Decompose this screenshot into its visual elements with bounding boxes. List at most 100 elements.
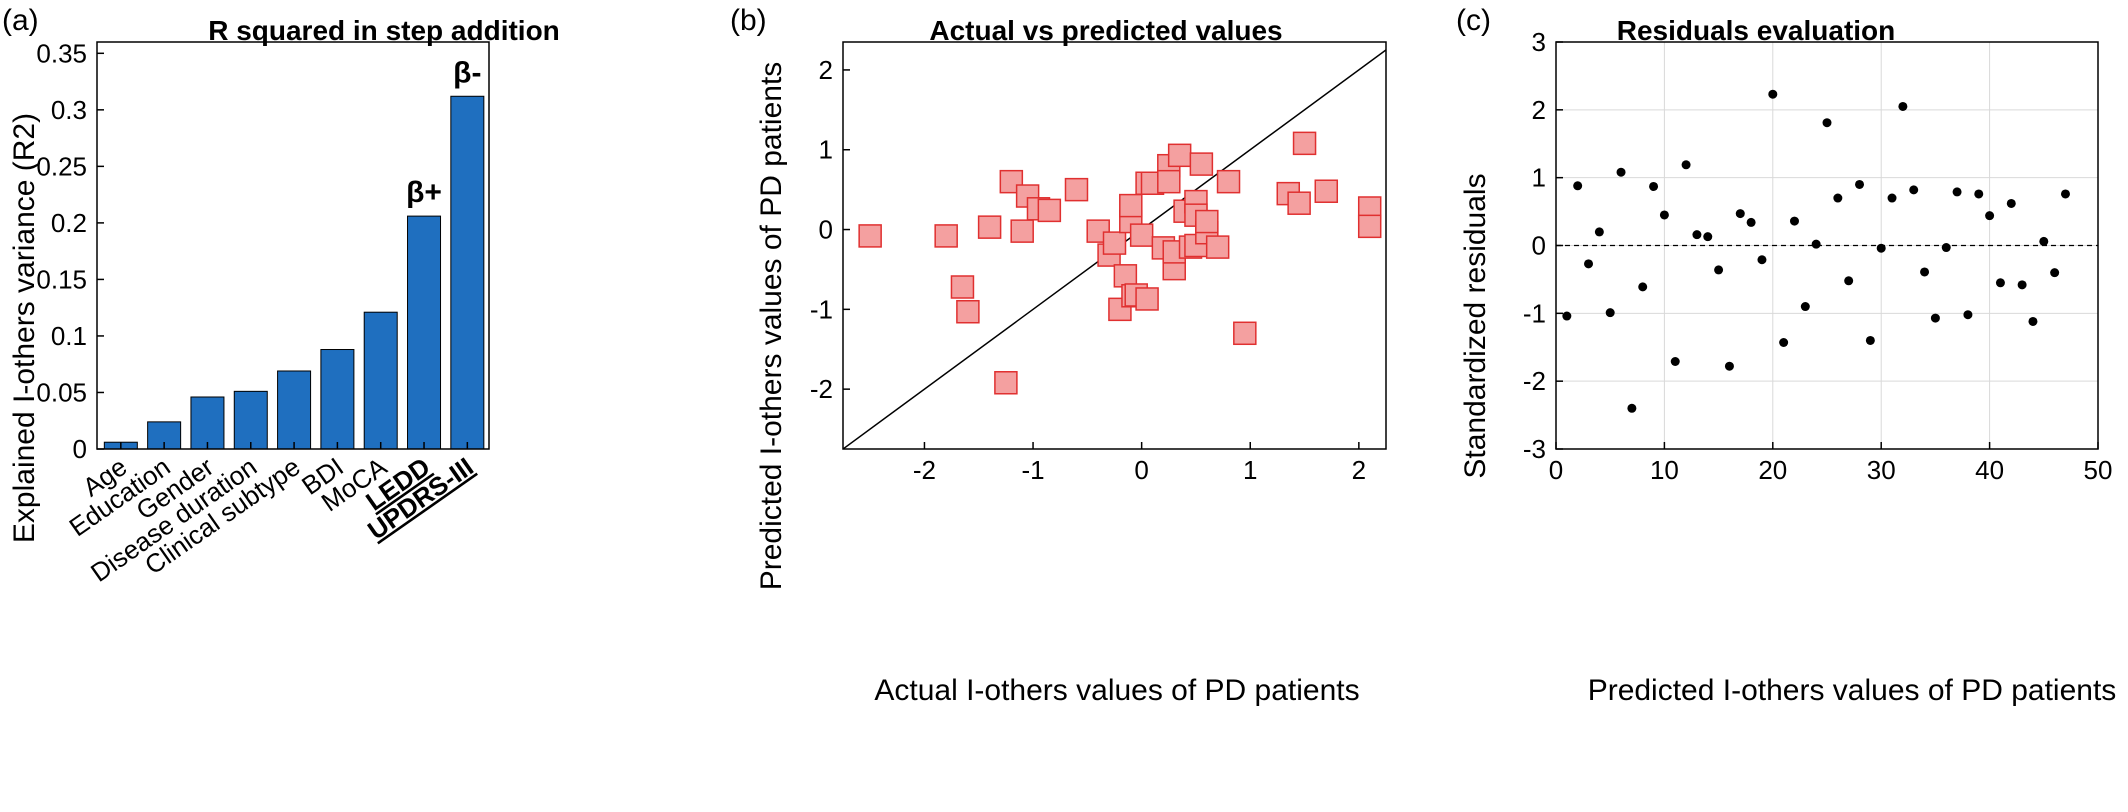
x-tick-label: 50 (2084, 455, 2113, 485)
data-point (1963, 310, 1973, 320)
panel-label: (b) (730, 4, 767, 37)
data-point (2060, 189, 2070, 199)
y-axis-label: Explained I-others variance (R2) (8, 113, 41, 543)
bar (277, 370, 312, 450)
data-point (956, 299, 980, 324)
data-point (1670, 356, 1680, 366)
data-point (1189, 152, 1214, 176)
data-point (1605, 308, 1615, 318)
data-point (2017, 280, 2027, 290)
data-point (1157, 169, 1181, 194)
data-point (1703, 232, 1713, 242)
data-point (1865, 335, 1875, 345)
x-tick-label: 40 (1975, 455, 2004, 485)
y-tick-label: 0.1 (51, 321, 87, 351)
y-tick-label: -3 (1523, 434, 1546, 464)
panel-c-residuals-chart: (c) Residuals evaluation Predicted I-oth… (1456, 4, 2116, 707)
data-point (1119, 193, 1143, 218)
x-tick-label: -1 (1021, 455, 1044, 485)
data-point (1064, 177, 1089, 202)
data-point (1898, 101, 1908, 111)
data-point (1800, 302, 1810, 312)
y-tick-label: 1 (1532, 163, 1546, 193)
x-axis-label: Actual I-others values of PD patients (874, 674, 1359, 707)
y-tick-label: 0.2 (51, 208, 87, 238)
bar (450, 95, 485, 450)
data-point (1822, 118, 1832, 128)
y-tick-label: -2 (810, 374, 833, 404)
y-tick-label: -1 (1523, 298, 1546, 328)
data-point (1638, 282, 1648, 292)
data-point (1167, 143, 1192, 168)
data-point (977, 215, 1002, 239)
y-tick-label: 0.35 (36, 38, 87, 68)
bar (363, 311, 398, 450)
y-tick-label: 0.25 (36, 151, 87, 181)
bar-annotation: β- (453, 56, 481, 89)
y-tick-label: 0 (819, 215, 833, 245)
data-point (1855, 179, 1865, 189)
data-point (1876, 243, 1886, 253)
data-point (1930, 313, 1940, 323)
data-point (1920, 267, 1930, 277)
x-tick-label: 0 (1134, 455, 1148, 485)
data-point (1833, 193, 1843, 203)
plot-area: 00.050.10.150.20.250.30.35AgeEducationGe… (36, 38, 490, 588)
data-point (1692, 230, 1702, 240)
axes-frame (96, 41, 490, 450)
data-point (1649, 181, 1659, 191)
bar-annotation: β+ (406, 176, 442, 209)
data-point (1714, 265, 1724, 275)
x-tick-label: 1 (1243, 455, 1257, 485)
data-point (1562, 311, 1572, 321)
panel-label: (c) (1456, 4, 1491, 37)
y-tick-label: -1 (810, 294, 833, 324)
data-point (1627, 403, 1637, 413)
data-point (1357, 214, 1382, 239)
chart-title: Actual vs predicted values (929, 15, 1282, 46)
data-point (2050, 268, 2060, 278)
data-point (1594, 227, 1604, 237)
data-point (1659, 210, 1669, 220)
x-tick-label: 2 (1352, 455, 1366, 485)
panel-label: (a) (2, 4, 39, 37)
y-tick-label: 2 (1532, 95, 1546, 125)
data-point (1037, 198, 1062, 223)
data-point (1102, 231, 1127, 255)
data-point (1746, 217, 1756, 227)
data-point (1779, 338, 1789, 348)
data-point (1292, 131, 1317, 156)
data-point (1735, 209, 1745, 219)
chart-title: Residuals evaluation (1617, 15, 1896, 46)
bar (407, 215, 442, 450)
y-tick-label: 1 (819, 135, 833, 165)
data-point (1995, 278, 2005, 288)
y-tick-label: 0.05 (36, 377, 87, 407)
chart-title: R squared in step addition (208, 15, 560, 46)
y-axis-label: Predicted I-others values of PD patients (755, 62, 788, 591)
y-tick-label: 0 (73, 434, 87, 464)
data-point (1681, 160, 1691, 170)
data-point (1584, 259, 1594, 269)
data-point (1789, 216, 1799, 226)
y-tick-label: -2 (1523, 366, 1546, 396)
data-point (1616, 167, 1626, 177)
data-point (1573, 181, 1583, 191)
data-point (994, 371, 1018, 395)
data-point (1129, 223, 1154, 247)
data-point (2006, 198, 2016, 208)
data-point (1287, 191, 1311, 215)
y-tick-label: 0.15 (36, 264, 87, 294)
data-point (950, 275, 975, 299)
data-point (1844, 276, 1854, 286)
plot-area: -2 -1 0 1 2 -2 -1 0 1 2 (810, 41, 1387, 485)
data-point (2039, 236, 2049, 246)
y-tick-label: 3 (1532, 27, 1546, 57)
data-point (1205, 235, 1230, 259)
x-tick-label: 0 (1549, 455, 1563, 485)
data-point (1985, 211, 1995, 221)
data-point (1974, 189, 1984, 199)
y-tick-label: 0 (1532, 231, 1546, 261)
